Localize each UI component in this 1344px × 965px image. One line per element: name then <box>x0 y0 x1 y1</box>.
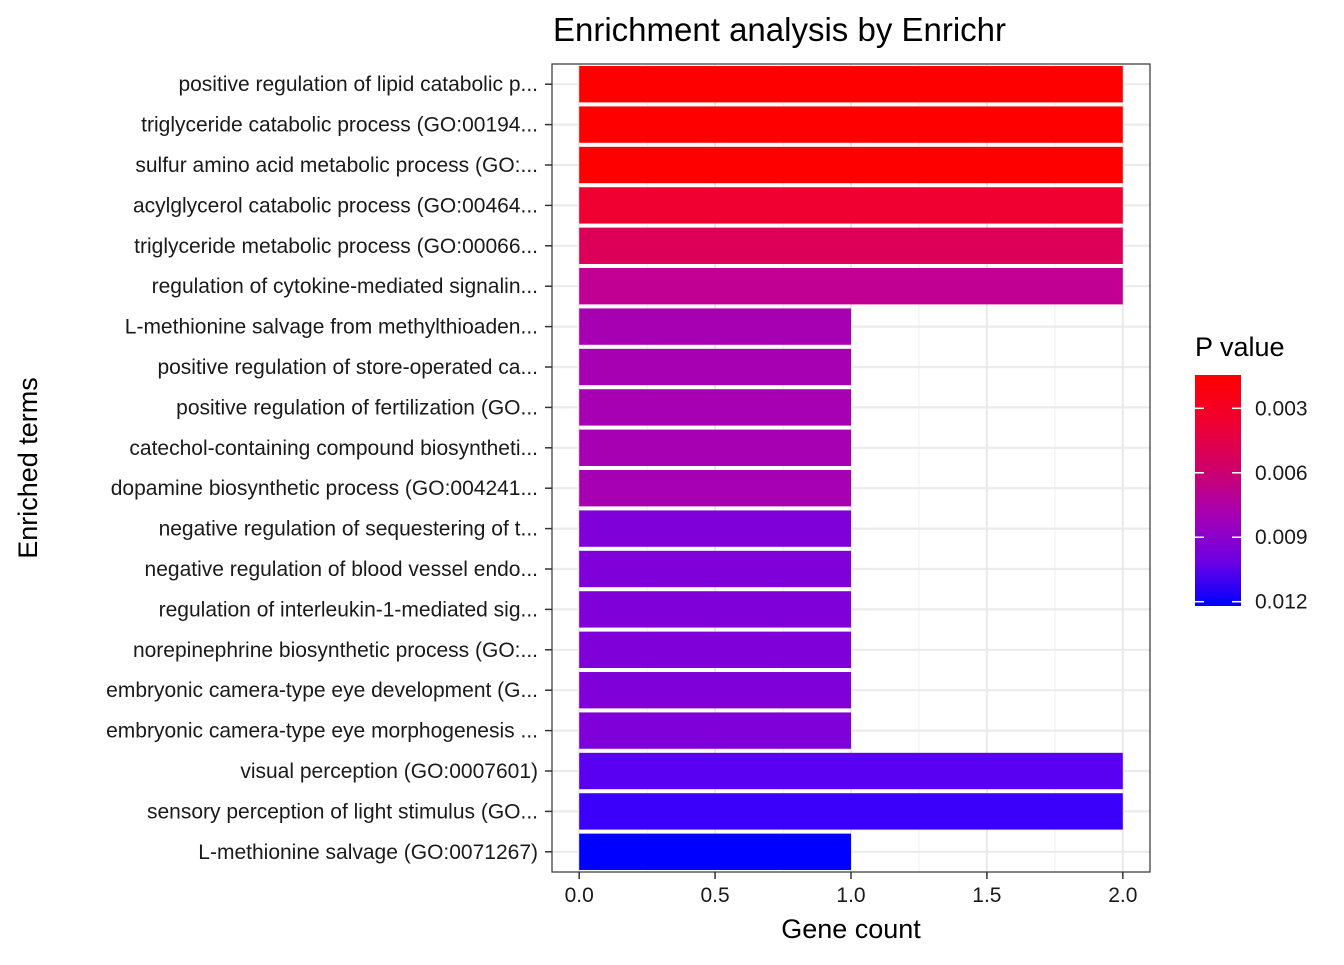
bar <box>579 187 1123 224</box>
x-axis-ticks: 0.0 0.5 1.0 1.5 2.0 <box>565 872 1137 907</box>
y-tick-label: positive regulation of store-operated ca… <box>157 356 538 379</box>
bar <box>579 348 851 386</box>
y-tick-label: dopamine biosynthetic process (GO:004241… <box>111 477 538 500</box>
y-tick-label: norepinephrine biosynthetic process (GO:… <box>133 639 538 662</box>
legend-ticks: 0.003 0.006 0.009 0.012 <box>1195 397 1308 614</box>
bar <box>579 793 1123 830</box>
x-tick-label: 2.0 <box>1108 884 1137 907</box>
x-tick-label: 1.0 <box>836 884 865 907</box>
y-tick-label: embryonic camera-type eye morphogenesis … <box>106 720 538 743</box>
y-tick-label: triglyceride catabolic process (GO:00194… <box>141 114 538 137</box>
bar <box>579 631 851 668</box>
y-tick-label: acylglycerol catabolic process (GO:00464… <box>133 194 538 217</box>
chart-title: Enrichment analysis by Enrichr <box>553 11 1006 48</box>
y-tick-label: triglyceride metabolic process (GO:00066… <box>134 235 538 258</box>
y-axis-label: Enriched terms <box>13 377 43 559</box>
y-axis-ticks: positive regulation of lipid catabolic p… <box>106 73 552 864</box>
y-tick-label: sensory perception of light stimulus (GO… <box>147 800 538 823</box>
legend-colorbar <box>1195 375 1241 606</box>
x-axis-label: Gene count <box>781 914 921 944</box>
bar <box>579 66 1123 103</box>
bar <box>579 389 851 426</box>
bar <box>579 510 851 547</box>
y-tick-label: catechol-containing compound biosyntheti… <box>129 437 538 460</box>
bar <box>579 308 851 345</box>
x-tick-label: 1.5 <box>972 884 1001 907</box>
y-tick-label: negative regulation of blood vessel endo… <box>145 558 538 581</box>
bar <box>579 591 851 628</box>
y-tick-label: negative regulation of sequestering of t… <box>159 518 538 541</box>
legend: P value 0.003 0.006 0.009 0.012 <box>1195 332 1308 614</box>
bar <box>579 268 1123 305</box>
y-tick-label: regulation of interleukin-1-mediated sig… <box>159 598 538 621</box>
bar <box>579 146 1123 184</box>
x-tick-label: 0.0 <box>565 884 594 907</box>
y-tick-label: visual perception (GO:0007601) <box>240 760 538 783</box>
bar <box>579 227 1123 264</box>
x-tick-label: 0.5 <box>700 884 729 907</box>
bar <box>579 672 851 709</box>
legend-title: P value <box>1195 332 1285 362</box>
bar <box>579 470 851 507</box>
bar <box>579 429 851 466</box>
y-tick-label: L-methionine salvage from methylthioaden… <box>125 316 538 339</box>
y-tick-label: positive regulation of lipid catabolic p… <box>178 73 538 96</box>
legend-tick-label: 0.006 <box>1255 462 1308 485</box>
legend-tick-label: 0.003 <box>1255 397 1308 420</box>
bar <box>579 550 851 588</box>
bars <box>579 66 1123 870</box>
legend-tick-label: 0.012 <box>1255 591 1308 614</box>
bar <box>579 106 1123 143</box>
y-tick-label: sulfur amino acid metabolic process (GO:… <box>135 154 538 177</box>
bar <box>579 712 851 749</box>
bar <box>579 752 1123 790</box>
legend-tick-label: 0.009 <box>1255 526 1308 549</box>
y-tick-label: regulation of cytokine-mediated signalin… <box>152 275 538 298</box>
y-tick-label: embryonic camera-type eye development (G… <box>106 679 538 702</box>
bar <box>579 833 851 870</box>
y-tick-label: positive regulation of fertilization (GO… <box>176 396 538 419</box>
y-tick-label: L-methionine salvage (GO:0071267) <box>198 841 538 864</box>
